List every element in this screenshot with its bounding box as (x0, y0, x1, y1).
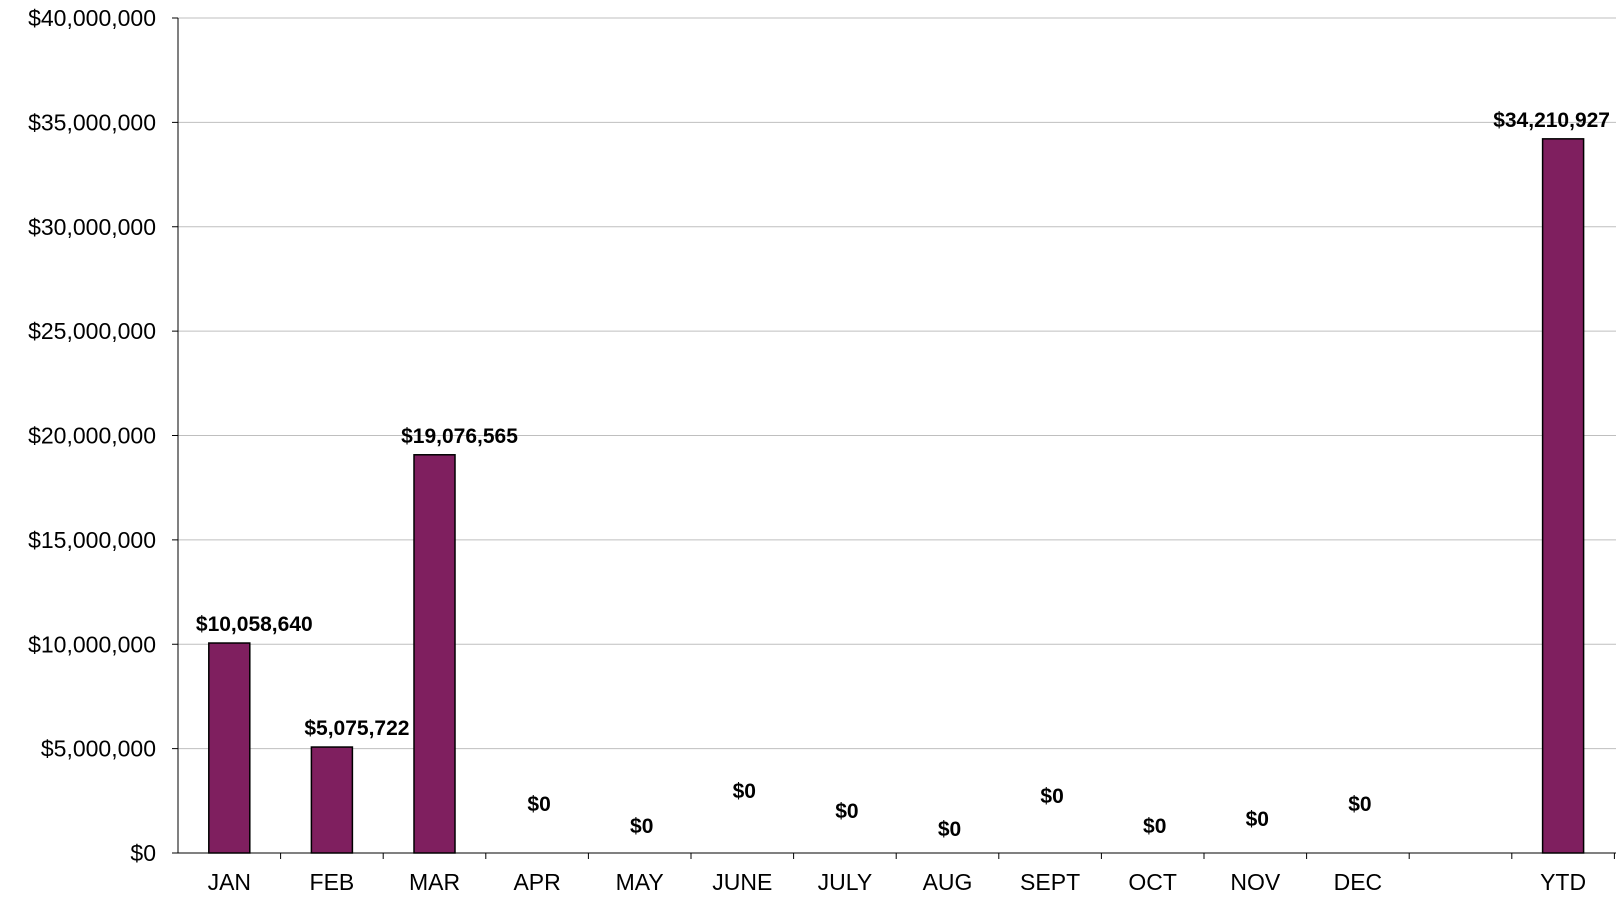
data-label: $0 (938, 818, 961, 841)
data-label: $0 (630, 815, 653, 838)
x-tick-label: NOV (1230, 869, 1281, 895)
data-label: $0 (1040, 785, 1063, 808)
y-tick-label: $30,000,000 (28, 214, 156, 240)
y-tick-label: $40,000,000 (28, 5, 156, 31)
x-tick-label: SEPT (1020, 869, 1080, 895)
x-tick-label: JUNE (712, 869, 772, 895)
x-tick-label: FEB (310, 869, 355, 895)
x-tick-label: DEC (1334, 869, 1383, 895)
data-label: $34,210,927 (1493, 109, 1610, 132)
bar-ytd (1541, 138, 1585, 854)
x-tick-label: APR (513, 869, 560, 895)
x-tick-label: AUG (923, 869, 973, 895)
data-label: $5,075,722 (304, 717, 409, 740)
y-tick-label: $15,000,000 (28, 527, 156, 553)
y-tick-label: $25,000,000 (28, 318, 156, 344)
bar-jan (208, 642, 251, 854)
y-tick-label: $35,000,000 (28, 109, 156, 135)
axes (172, 17, 1616, 859)
y-tick-label: $10,000,000 (28, 631, 156, 657)
x-tick-label: YTD (1540, 869, 1586, 895)
data-label: $10,058,640 (196, 613, 313, 636)
bar-mar (413, 454, 456, 854)
data-label: $0 (1348, 793, 1371, 816)
x-tick-label: MAY (616, 869, 664, 895)
x-tick-label: JULY (818, 869, 873, 895)
x-tick-label: MAR (409, 869, 460, 895)
data-label: $0 (733, 780, 756, 803)
x-tick-label: OCT (1128, 869, 1177, 895)
gridlines (178, 17, 1616, 750)
data-label: $0 (1246, 808, 1269, 831)
y-tick-label: $0 (130, 840, 156, 866)
y-tick-label: $20,000,000 (28, 423, 156, 449)
bars (208, 138, 1585, 854)
data-label: $0 (835, 800, 858, 823)
y-tick-label: $5,000,000 (41, 736, 156, 762)
data-label: $19,076,565 (401, 425, 518, 448)
x-tick-label: JAN (208, 869, 251, 895)
labels: $0 $5,000,000 $10,000,000 $15,000,000 $20,00… (28, 5, 1610, 895)
bar-feb (310, 746, 354, 854)
data-label: $0 (527, 793, 550, 816)
data-label: $0 (1143, 815, 1166, 838)
